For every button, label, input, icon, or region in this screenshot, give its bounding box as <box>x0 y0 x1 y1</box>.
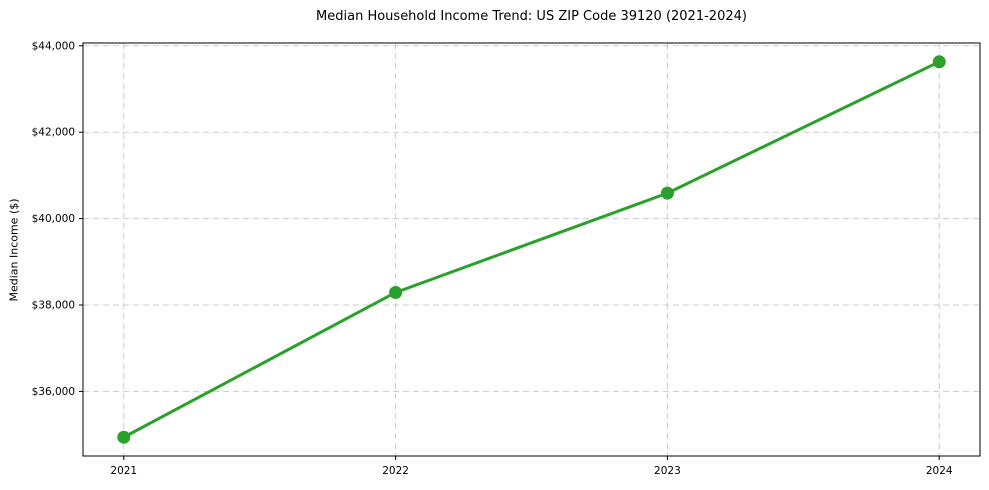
x-tick-label: 2024 <box>926 465 953 477</box>
x-tick-label: 2022 <box>382 465 409 477</box>
trend-line <box>122 60 941 439</box>
data-point-marker <box>117 430 131 444</box>
data-point-marker <box>660 186 674 200</box>
x-tick-label: 2023 <box>654 465 681 477</box>
data-point-marker <box>932 55 946 69</box>
y-tick-label: $38,000 <box>32 300 75 312</box>
y-tick-label: $42,000 <box>32 127 75 139</box>
y-tick-label: $36,000 <box>32 386 75 398</box>
chart-title: Median Household Income Trend: US ZIP Co… <box>316 9 747 24</box>
x-tick-label: 2021 <box>110 465 137 477</box>
data-point-marker <box>389 285 403 299</box>
plot-border <box>82 42 981 457</box>
y-tick-label: $40,000 <box>32 213 75 225</box>
y-tick-label: $44,000 <box>32 40 75 52</box>
